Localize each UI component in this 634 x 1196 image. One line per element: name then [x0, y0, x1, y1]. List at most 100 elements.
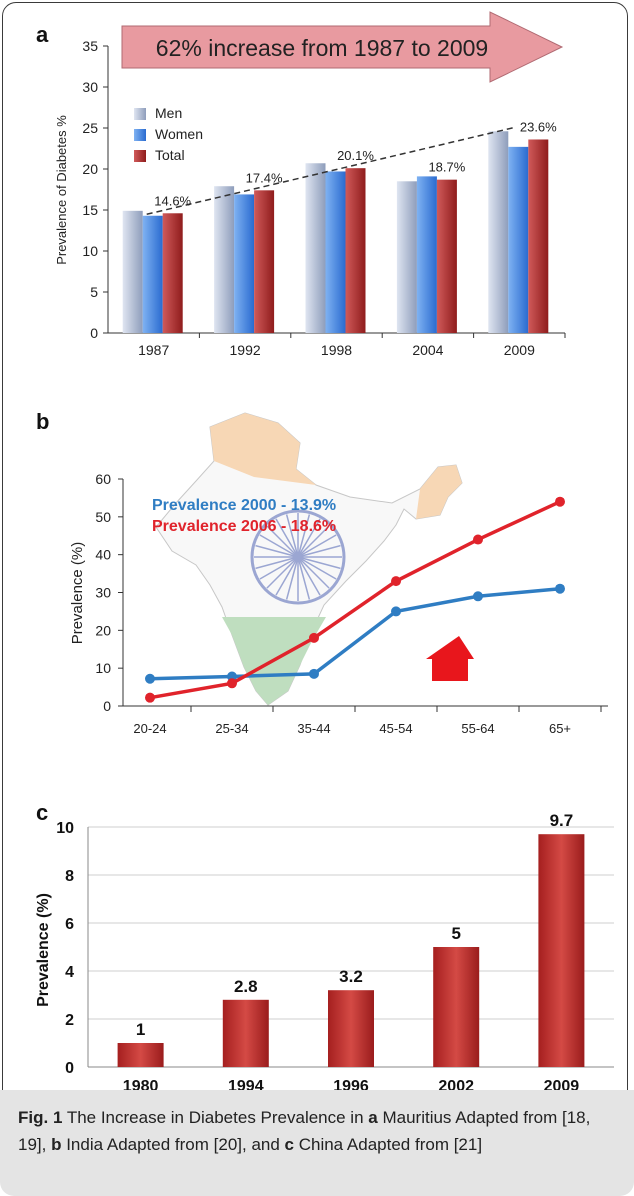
data-point-2006 — [391, 576, 401, 587]
chart-b-svg: b 0 10 20 30 40 50 60 Prevalence (%) 20-24 25-34 35… — [36, 409, 608, 785]
caption-text-2: Mauritius Adapted from [18, 19], — [18, 1108, 591, 1154]
panel-a-mauritius-chart: a 62% increase from 1987 to 2009 0 5 10 15 20 2… — [0, 0, 634, 370]
chakra-spoke — [297, 534, 337, 558]
x-tick-label: 45-54 — [379, 721, 412, 736]
chakra-spoke — [297, 544, 341, 558]
chakra-spoke — [259, 556, 299, 580]
panel-b-india-chart: b 0 10 20 30 40 50 60 Prevalence (%) 20-24 25-34 35… — [0, 385, 634, 785]
caption-text-3: India Adapted from [20], and — [61, 1135, 285, 1154]
x-tick-label: 55-64 — [461, 721, 494, 736]
banner-text: 62% increase from 1987 to 2009 — [156, 35, 488, 61]
x-tick-label: 20-24 — [133, 721, 166, 736]
data-point-2006 — [227, 678, 237, 689]
y-axis-label: Prevalence of Diabetes % — [54, 115, 69, 265]
bar-total-1998 — [345, 168, 366, 333]
y-tick-label: 2 — [65, 1012, 74, 1029]
bar-value-label: 5 — [451, 924, 460, 943]
y-tick-label: 30 — [95, 585, 111, 601]
y-tick-label: 30 — [82, 79, 98, 95]
total-value-label: 23.6% — [520, 119, 557, 134]
chakra-spoke — [297, 556, 321, 596]
bar-value-label: 3.2 — [339, 967, 363, 986]
data-point-2000 — [145, 673, 155, 684]
y-tick-label: 0 — [65, 1060, 74, 1077]
bar-men-1987 — [122, 210, 143, 333]
chakra-spoke — [255, 544, 299, 558]
y-tick-label: 20 — [95, 622, 111, 638]
y-tick-label: 10 — [95, 660, 111, 676]
y-tick-label: 10 — [56, 820, 74, 837]
bar-2009 — [538, 834, 585, 1067]
caption-ref-a: a — [368, 1108, 378, 1127]
y-axis-label: Prevalence (%) — [69, 542, 86, 645]
x-tick-label: 65+ — [549, 721, 571, 736]
total-value-label: 17.4% — [246, 170, 283, 185]
data-point-2000 — [309, 668, 319, 679]
x-tick-label: 1992 — [230, 342, 261, 358]
bar-1980 — [117, 1043, 164, 1067]
legend-label-women: Women — [155, 126, 203, 142]
bar-women-1998 — [325, 171, 346, 333]
ashoka-chakra-icon — [250, 509, 346, 605]
y-tick-label: 6 — [65, 916, 74, 933]
bar-2002 — [433, 947, 480, 1067]
caption-text-4: China Adapted from [21] — [294, 1135, 483, 1154]
data-point-2006 — [309, 632, 319, 643]
bar-1994 — [222, 999, 269, 1067]
panel-label-a: a — [36, 22, 49, 47]
arrow-spacer — [432, 703, 436, 785]
bar-total-2004 — [436, 179, 457, 333]
y-axis-label: Prevalence (%) — [35, 893, 52, 1007]
total-value-label: 18.7% — [428, 160, 465, 175]
caption-ref-c: c — [284, 1135, 294, 1154]
series-line-2000 — [149, 586, 561, 681]
bar-men-1992 — [214, 186, 235, 333]
y-tick-label: 25 — [82, 120, 98, 136]
series-line-2006 — [149, 500, 561, 700]
chakra-spoke — [285, 556, 299, 600]
y-tick-label: 8 — [65, 868, 74, 885]
total-value-label: 14.6% — [154, 193, 191, 208]
legend-label-total: Total — [155, 147, 185, 163]
x-tick-label: 25-34 — [215, 721, 248, 736]
caption-text: Fig. 1 The Increase in Diabetes Prevalen… — [18, 1104, 618, 1158]
y-tick-label: 5 — [90, 284, 98, 300]
y-tick-label: 35 — [82, 38, 98, 54]
chakra-rim — [250, 509, 346, 605]
bar-value-label: 2.8 — [234, 977, 258, 996]
y-tick-label: 15 — [82, 202, 98, 218]
y-tick-label: 20 — [82, 161, 98, 177]
figure-caption: Fig. 1 The Increase in Diabetes Prevalen… — [0, 1090, 634, 1196]
banner-arrow-icon — [121, 11, 564, 83]
trend-line — [146, 126, 515, 216]
data-point-2006 — [555, 496, 565, 507]
x-tick-label: 35-44 — [297, 721, 330, 736]
legend-label-men: Men — [155, 105, 182, 121]
bar-total-2009 — [528, 139, 549, 333]
x-tick-label: 2009 — [504, 342, 535, 358]
bar-value-label: 1 — [136, 1020, 145, 1039]
legend-swatch-men — [134, 108, 146, 120]
bar-men-2009 — [488, 131, 509, 333]
chakra-spoke — [255, 556, 299, 570]
bar-value-label: 9.7 — [550, 811, 574, 830]
panel-label-c: c — [36, 800, 48, 825]
bar-total-1992 — [254, 190, 275, 333]
chakra-spoke — [266, 556, 299, 589]
y-tick-label: 10 — [82, 243, 98, 259]
chakra-spoke — [297, 556, 330, 589]
bar-women-2004 — [416, 176, 437, 333]
bar-men-2004 — [396, 181, 417, 333]
chakra-spoke — [297, 556, 337, 580]
y-tick-label: 4 — [65, 964, 74, 981]
x-tick-label: 2004 — [412, 342, 443, 358]
bar-women-1987 — [142, 215, 163, 333]
y-tick-label: 50 — [95, 509, 111, 525]
legend-swatch-total — [134, 150, 146, 162]
caption-text-1: The Increase in Diabetes Prevalence in — [62, 1108, 369, 1127]
legend-swatch-women — [134, 129, 146, 141]
x-tick-label: 1998 — [321, 342, 352, 358]
chakra-spoke — [266, 525, 299, 558]
chakra-spoke — [297, 525, 330, 558]
